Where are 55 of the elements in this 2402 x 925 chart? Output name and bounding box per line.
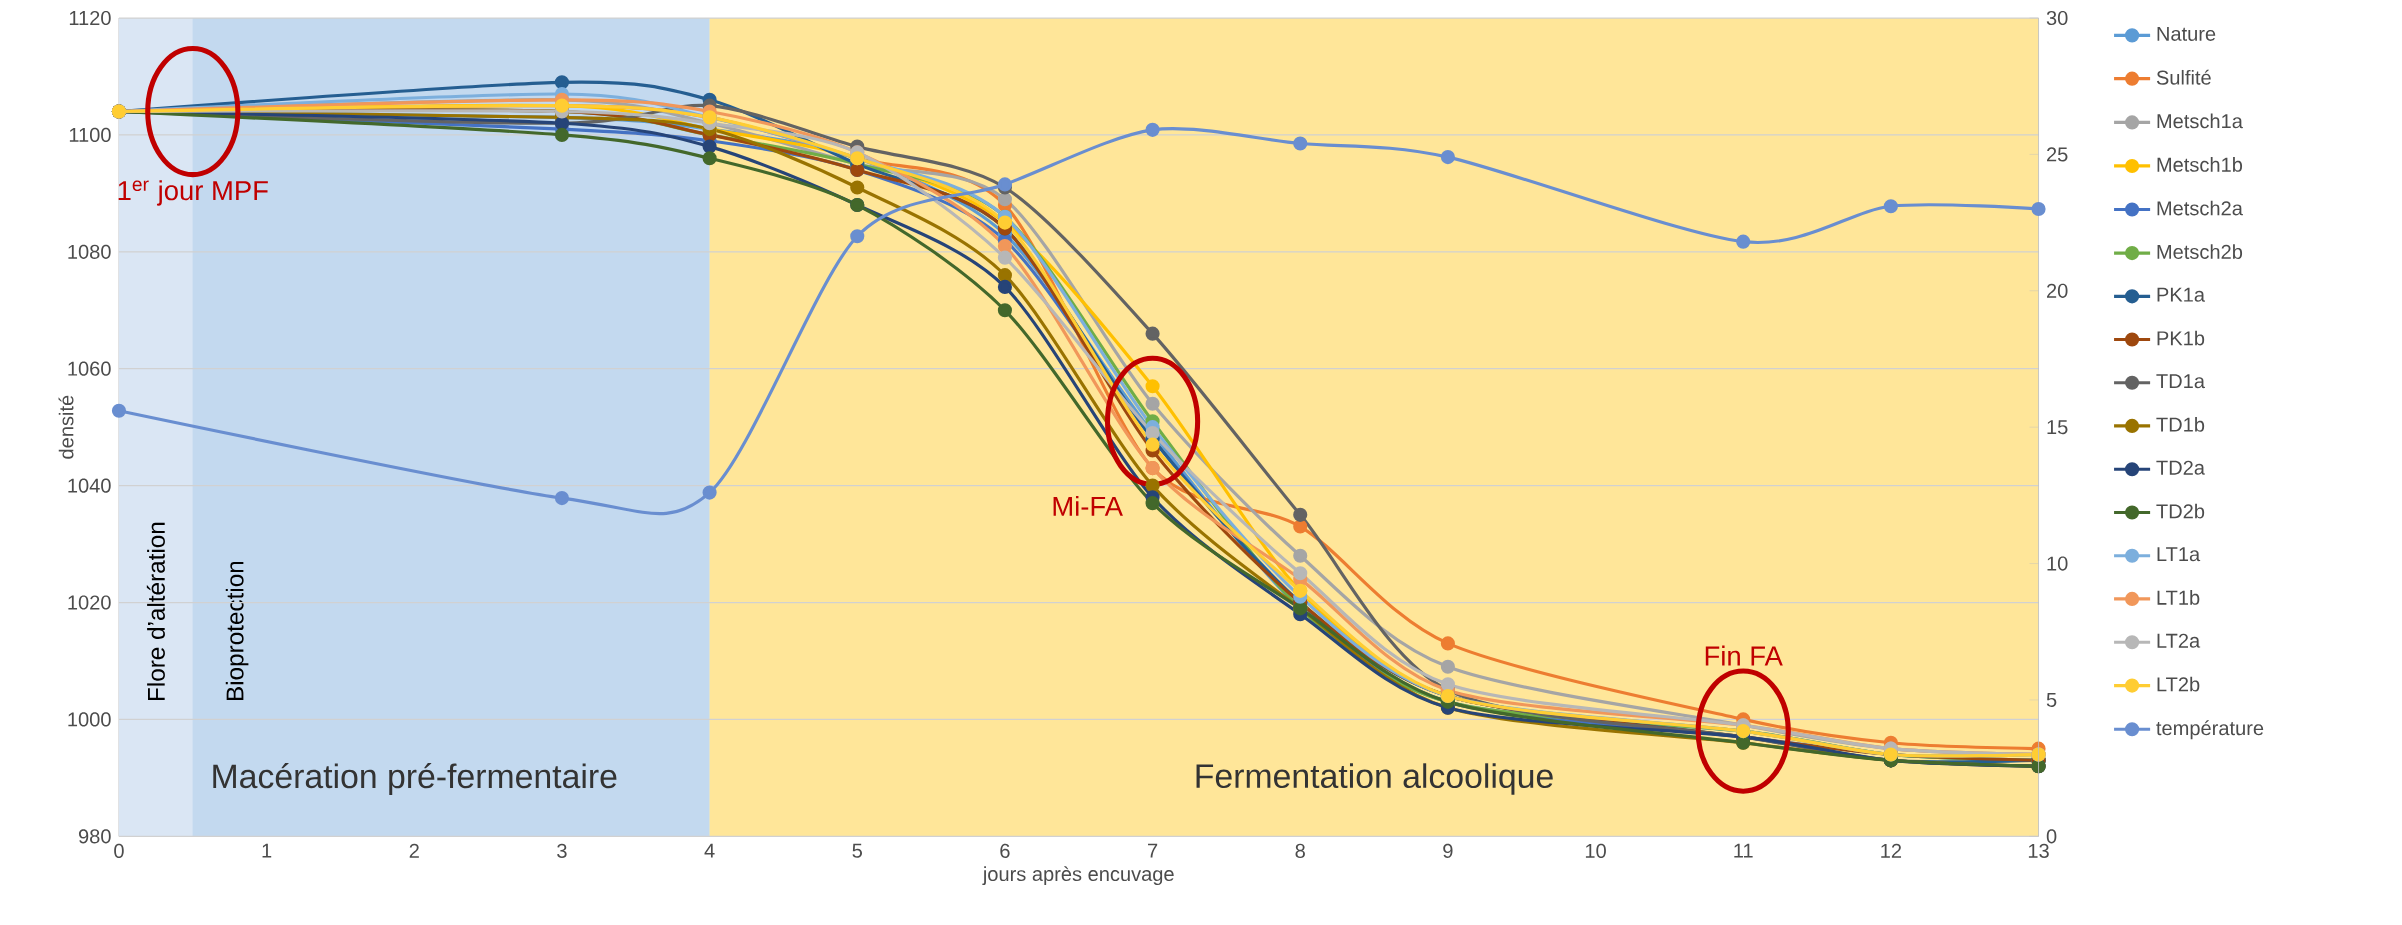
x-tick-label: 4 (704, 843, 715, 858)
legend-label: Metsch2b (2157, 244, 2243, 260)
y-tick-label: 1100 (69, 128, 111, 143)
y-axis-title: densité (58, 395, 74, 459)
x-tick-label: 2 (409, 843, 419, 858)
y2-tick-label: 0 (2046, 829, 2057, 844)
y-tick-label: 1040 (68, 478, 111, 493)
x-tick-label: 6 (1000, 843, 1010, 859)
y-tick-label: 1080 (68, 244, 111, 260)
legend-label: LT1b (2157, 590, 2200, 606)
legend-label: Metsch1a (2157, 113, 2243, 129)
x-tick-label: 9 (1443, 843, 1453, 859)
y-tick-label: 1120 (69, 11, 111, 26)
x-tick-label: 8 (1295, 843, 1305, 859)
legend-label: LT2a (2157, 633, 2201, 649)
band-label: Fermentation alcoolique (1196, 763, 1553, 795)
legend-label: TD1b (2156, 417, 2205, 432)
legend-label: LT2b (2157, 676, 2200, 692)
band-label: Bioprotection (225, 562, 249, 701)
y2-tick-label: 25 (2046, 147, 2068, 162)
legend-label: TD2a (2156, 460, 2205, 476)
x-tick-label: 7 (1148, 843, 1158, 858)
x-tick-label: 5 (852, 843, 863, 858)
annotation: 1$^{er}$ jour MPF (118, 180, 268, 206)
legend-label: TD2b (2156, 503, 2205, 519)
legend-label: PK1a (2157, 288, 2205, 303)
x-tick-label: 10 (1585, 843, 1606, 859)
y-tick-label: 980 (78, 829, 111, 844)
legend-label: LT1a (2157, 547, 2201, 562)
band-label: Flore d’altération (146, 522, 165, 701)
annotation: Fin FA (1705, 645, 1783, 666)
annotation: Mi-FA (1053, 496, 1123, 517)
band-label: Macération pré-fermentaire (213, 763, 617, 796)
y2-tick-label: 15 (2047, 420, 2068, 435)
legend-label: TD1a (2156, 374, 2205, 389)
y2-tick-label: 30 (2046, 11, 2068, 26)
x-axis-title: jours après encuvage (982, 866, 1174, 886)
x-tick-label: 1 (262, 843, 272, 858)
y-tick-label: 1060 (68, 361, 111, 376)
legend-label: température (2156, 720, 2264, 740)
y2-tick-label: 5 (2046, 693, 2057, 708)
y-tick-label: 1020 (68, 595, 111, 610)
legend-label: Metsch1b (2157, 157, 2243, 173)
x-tick-label: 13 (2028, 843, 2049, 859)
x-tick-label: 0 (114, 843, 124, 859)
x-tick-label: 11 (1734, 843, 1753, 858)
legend-label: PK1b (2157, 330, 2205, 346)
legend-label: Nature (2157, 27, 2216, 42)
y2-tick-label: 10 (2047, 556, 2068, 571)
x-tick-label: 3 (557, 843, 567, 859)
legend-label: Sulfité (2156, 69, 2211, 85)
y-tick-label: 1000 (68, 712, 111, 727)
y2-tick-label: 20 (2046, 283, 2068, 299)
x-tick-label: 12 (1881, 843, 1902, 858)
legend-label: Metsch2a (2157, 200, 2243, 216)
